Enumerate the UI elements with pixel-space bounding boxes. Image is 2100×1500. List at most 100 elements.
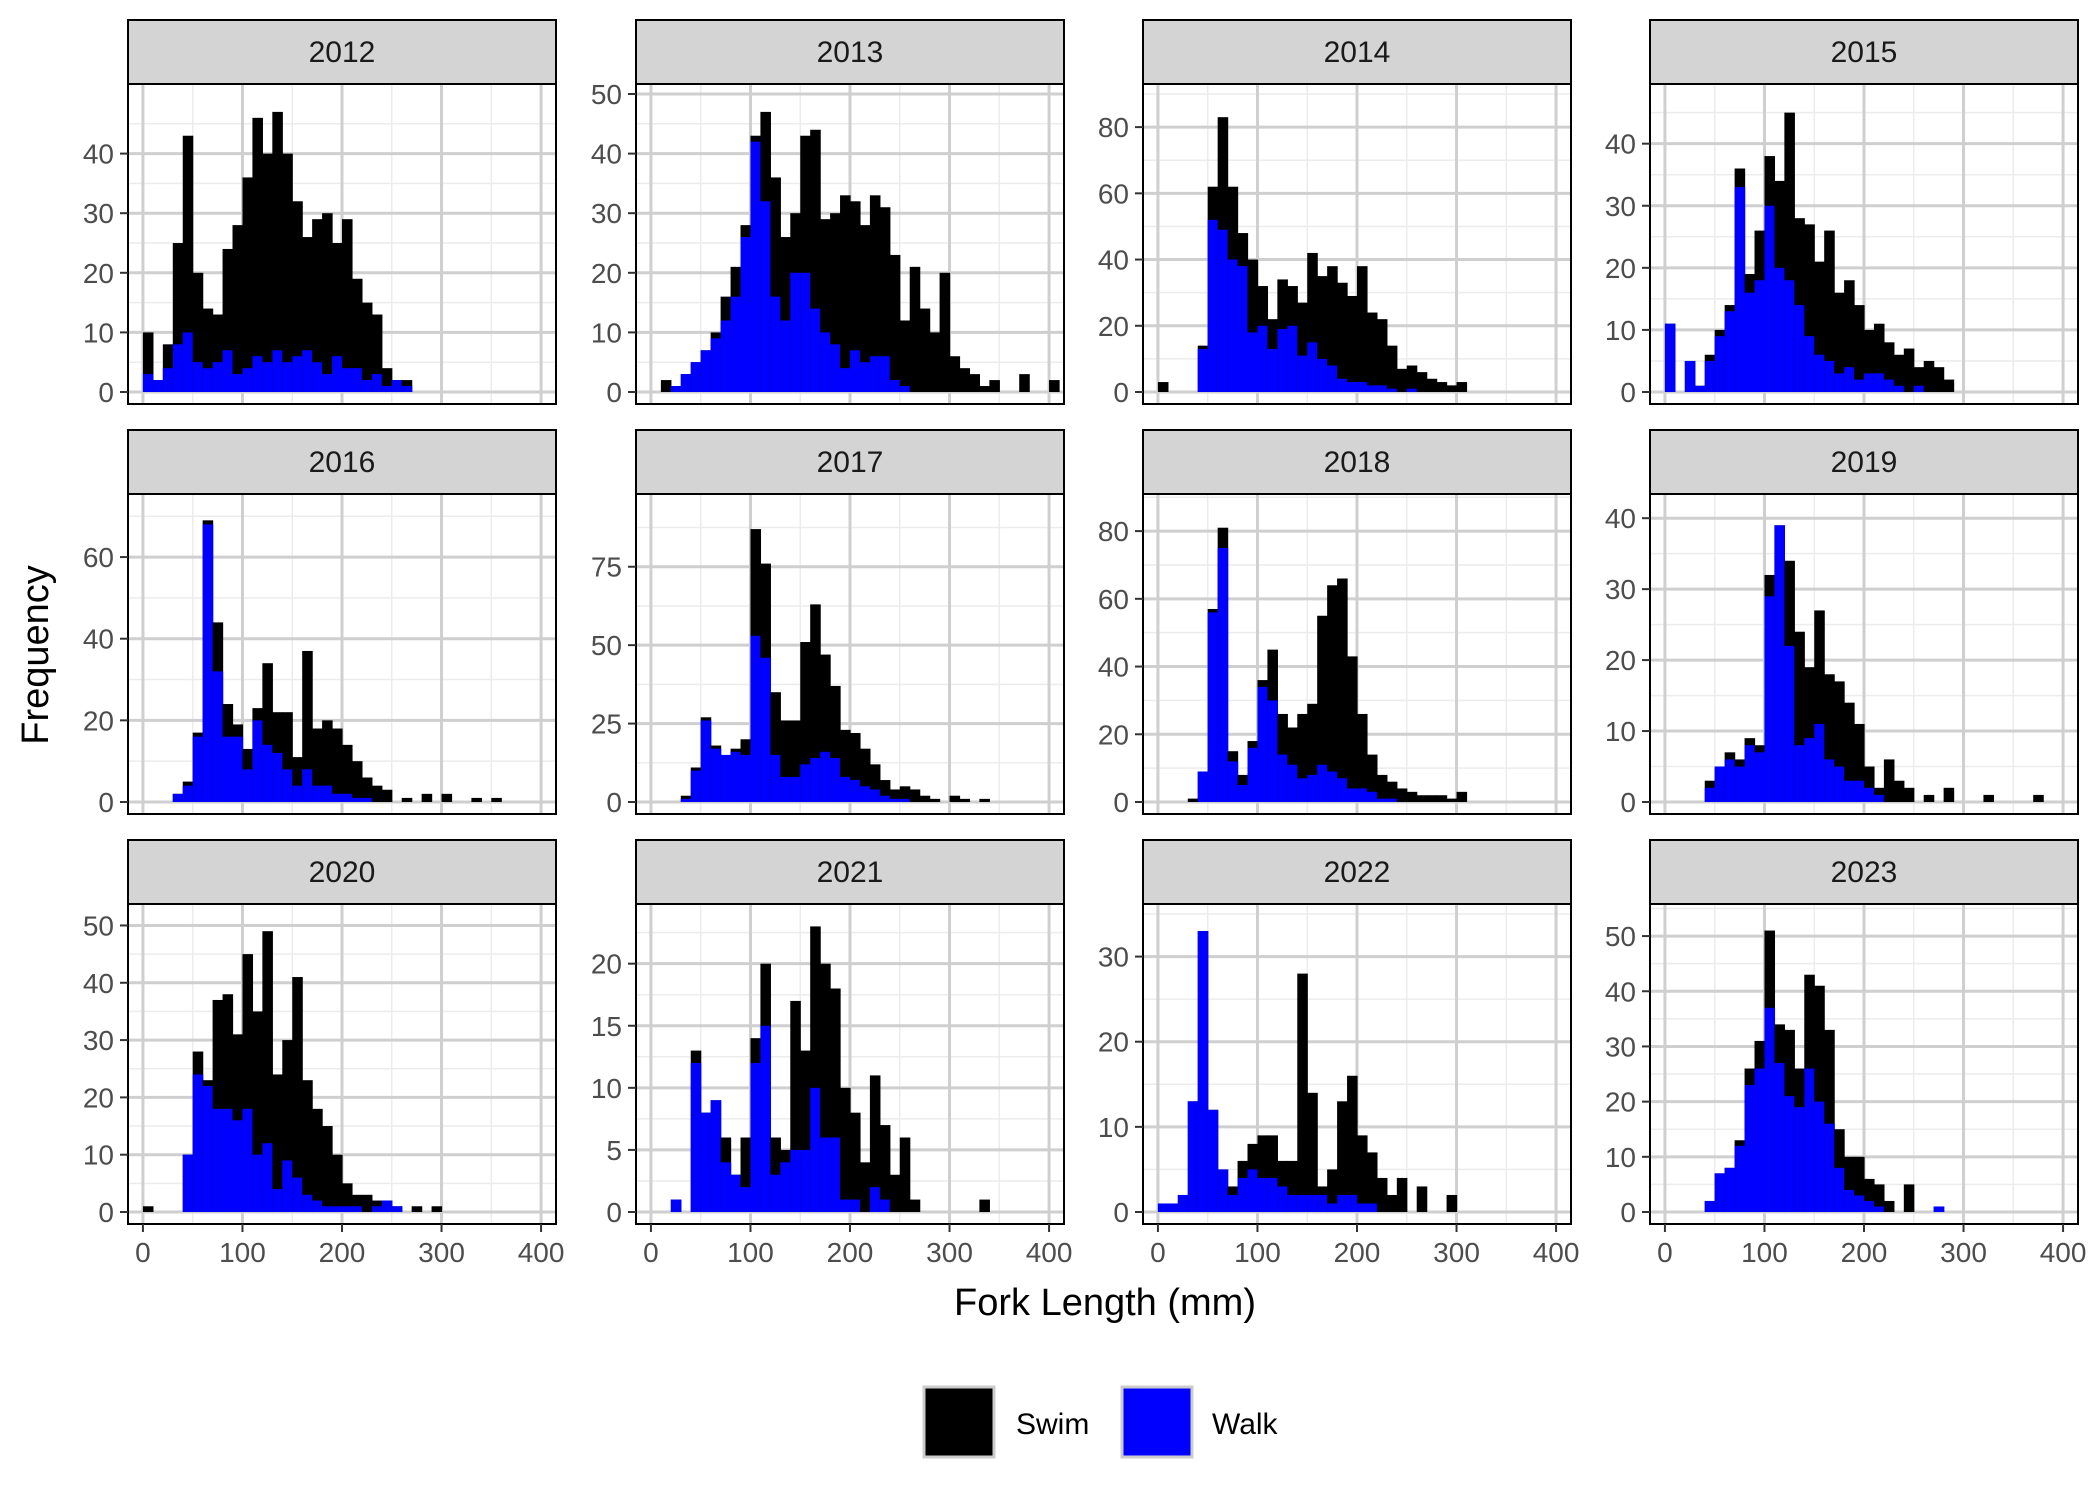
- swim-bar: [810, 604, 821, 802]
- swim-bar: [302, 237, 313, 392]
- swim-bar: [879, 780, 891, 802]
- swim-bar: [859, 748, 871, 802]
- walk-bar: [1167, 1203, 1179, 1212]
- walk-bar: [232, 736, 244, 802]
- walk-bar: [740, 237, 752, 392]
- walk-bar: [1267, 700, 1278, 802]
- facet-strip-label: 2022: [1324, 856, 1391, 889]
- swim-bar: [1386, 781, 1398, 802]
- swim-bar: [889, 1174, 901, 1212]
- walk-bar: [700, 720, 712, 802]
- facet-strip-label: 2019: [1831, 446, 1898, 479]
- x-tick-label: 0: [1657, 1237, 1673, 1268]
- swim-bar: [1933, 367, 1945, 392]
- swim-bar: [252, 1011, 263, 1212]
- swim-bar: [1873, 1184, 1885, 1212]
- walk-bar: [1386, 798, 1398, 802]
- walk-bar: [232, 1120, 244, 1212]
- x-tick-label: 200: [1841, 1237, 1888, 1268]
- swim-bar: [471, 797, 482, 802]
- swim-bar: [1187, 798, 1199, 802]
- panel-border: [127, 493, 557, 815]
- swim-bar: [979, 386, 990, 392]
- swim-bar: [780, 720, 791, 802]
- walk-bar: [1754, 1068, 1766, 1212]
- swim-bar: [1834, 681, 1845, 802]
- swim-bar: [361, 1194, 373, 1212]
- walk-bar: [332, 356, 343, 392]
- walk-bar: [1714, 336, 1726, 392]
- legend-label-walk: Walk: [1212, 1408, 1279, 1441]
- walk-bar: [1227, 761, 1239, 802]
- swim-bar: [820, 963, 831, 1212]
- walk-bar: [869, 356, 881, 392]
- swim-bar: [282, 153, 293, 392]
- walk-bar: [1297, 355, 1308, 392]
- swim-bar: [252, 117, 263, 392]
- swim-bar: [820, 654, 831, 802]
- facet-strip: [127, 429, 557, 495]
- walk-bar: [1227, 259, 1239, 392]
- walk-bar: [810, 1087, 821, 1212]
- walk-bar: [1247, 1169, 1259, 1212]
- walk-bar: [262, 1143, 273, 1212]
- swim-bar: [800, 135, 811, 392]
- walk-bar: [202, 368, 214, 392]
- swim-bar: [790, 720, 801, 802]
- swim-bar: [909, 789, 921, 802]
- y-tick-label: 20: [1605, 1087, 1636, 1118]
- swim-bar: [859, 1162, 871, 1212]
- walk-bar: [361, 797, 373, 802]
- swim-bar: [740, 1137, 752, 1212]
- swim-bar: [312, 728, 323, 802]
- walk-bar: [222, 350, 234, 392]
- walk-bar: [1317, 1194, 1328, 1212]
- y-tick-label: 25: [591, 709, 622, 740]
- walk-bar: [1207, 1109, 1219, 1212]
- swim-bar: [491, 797, 502, 802]
- walk-bar: [1774, 1063, 1785, 1212]
- y-tick-label: 60: [83, 542, 114, 573]
- walk-bar: [770, 754, 781, 802]
- walk-bar: [720, 1162, 732, 1212]
- walk-bar: [730, 296, 742, 392]
- swim-bar: [1854, 305, 1865, 392]
- panel-border: [127, 83, 557, 405]
- swim-bar: [1804, 667, 1815, 802]
- walk-bar: [1237, 1177, 1249, 1212]
- walk-bar: [780, 320, 791, 392]
- swim-bar: [889, 789, 901, 802]
- y-tick-label: 80: [1098, 516, 1129, 547]
- swim-bar: [351, 278, 363, 392]
- walk-bar: [302, 1194, 313, 1212]
- walk-bar: [750, 1063, 762, 1212]
- swim-bar: [850, 732, 861, 802]
- swim-bar: [1883, 759, 1895, 802]
- x-tick-label: 400: [2040, 1237, 2087, 1268]
- swim-bar: [879, 1125, 891, 1212]
- swim-bar: [1943, 379, 1955, 392]
- swim-bar: [1157, 382, 1169, 392]
- panel-border: [635, 493, 1065, 815]
- y-tick-label: 0: [1113, 1197, 1129, 1228]
- y-tick-label: 40: [591, 139, 622, 170]
- y-tick-label: 20: [591, 258, 622, 289]
- swim-bar: [182, 135, 194, 392]
- y-tick-label: 10: [83, 317, 114, 348]
- swim-bar: [242, 177, 254, 392]
- walk-bar: [1347, 788, 1358, 802]
- swim-bar: [1794, 631, 1805, 802]
- walk-bar: [371, 374, 383, 392]
- swim-bar: [1347, 656, 1358, 802]
- walk-bar: [312, 785, 323, 802]
- walk-bar: [391, 1206, 403, 1212]
- walk-bar: [740, 754, 752, 802]
- walk-bar: [859, 786, 871, 802]
- y-tick-label: 30: [591, 198, 622, 229]
- walk-bar: [1337, 378, 1348, 392]
- swim-bar: [332, 243, 343, 392]
- swim-bar: [1327, 266, 1338, 392]
- swim-bar: [1396, 788, 1408, 802]
- x-axis-title: Fork Length (mm): [954, 1282, 1256, 1324]
